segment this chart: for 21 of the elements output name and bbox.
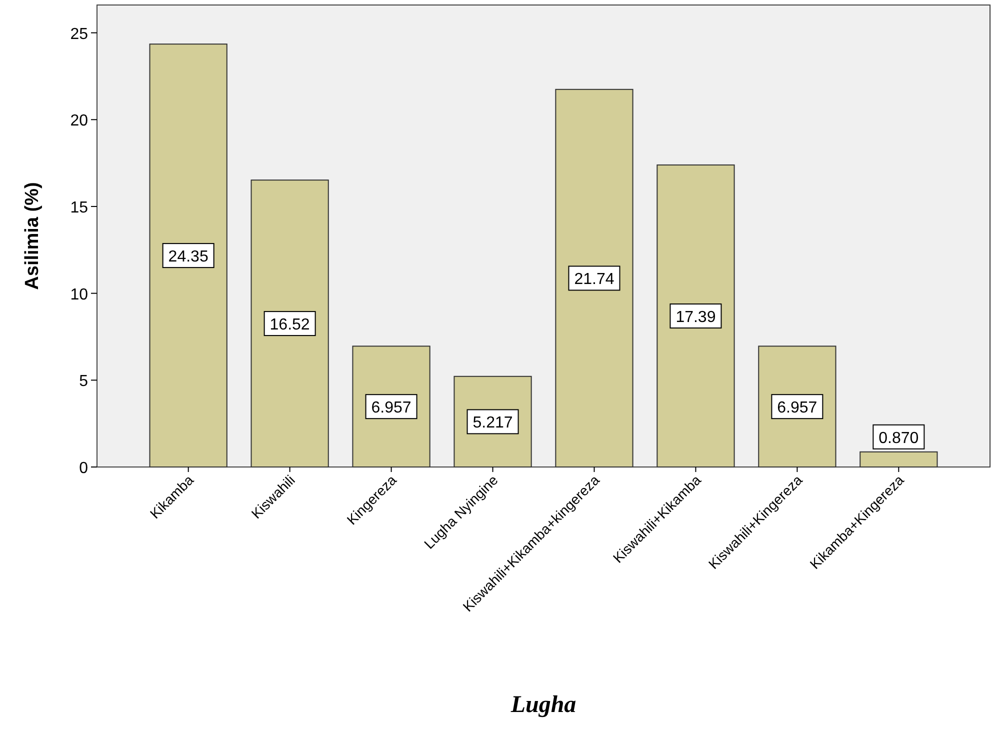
- data-label: 17.39: [676, 308, 716, 326]
- bar: [149, 44, 228, 468]
- y-tick-label: 25: [70, 26, 88, 43]
- y-tick-label: 20: [70, 112, 88, 130]
- y-tick-label: 10: [70, 286, 88, 304]
- bar: [860, 451, 938, 468]
- bar: [250, 180, 329, 468]
- data-label: 24.35: [168, 248, 208, 266]
- data-label: 16.52: [270, 316, 310, 334]
- x-axis-title: Lugha: [510, 692, 576, 718]
- y-tick-label: 15: [70, 199, 88, 216]
- data-label: 21.74: [574, 271, 614, 288]
- y-tick-label: 5: [79, 373, 88, 390]
- data-label: 0.870: [878, 430, 919, 447]
- data-label: 5.217: [472, 414, 513, 432]
- y-axis-title: Asilimia (%): [22, 182, 43, 290]
- data-label: 6.957: [777, 400, 818, 417]
- data-label: 6.957: [371, 400, 412, 417]
- bar: [656, 164, 735, 468]
- y-tick-label: 0: [79, 460, 88, 477]
- bar: [555, 88, 634, 468]
